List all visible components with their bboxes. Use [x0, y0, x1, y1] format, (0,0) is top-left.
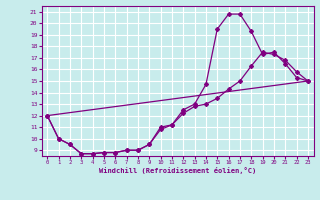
X-axis label: Windchill (Refroidissement éolien,°C): Windchill (Refroidissement éolien,°C) [99, 167, 256, 174]
